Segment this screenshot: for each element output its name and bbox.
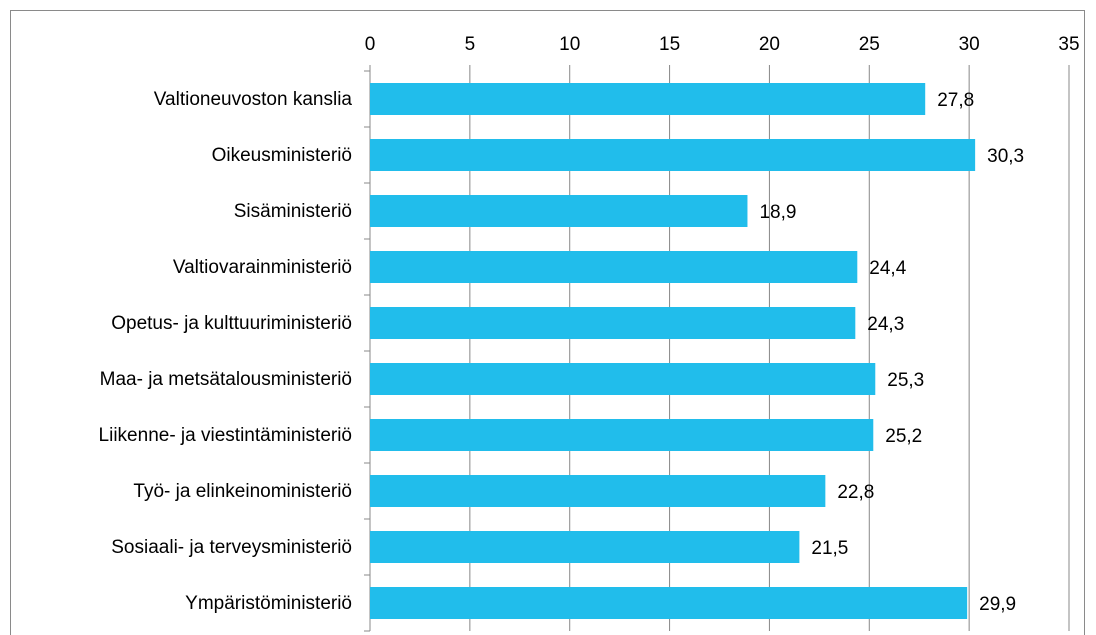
value-label: 29,9 — [979, 594, 1016, 615]
y-tick-label: Maa- ja metsätalousministeriö — [100, 369, 352, 390]
value-label: 24,4 — [869, 258, 906, 279]
x-tick-label: 10 — [559, 34, 580, 55]
x-tick-label: 15 — [659, 34, 680, 55]
y-tick-label: Liikenne- ja viestintäministeriö — [99, 425, 352, 446]
bar — [370, 531, 800, 563]
value-label: 27,8 — [937, 90, 974, 111]
bar — [370, 251, 858, 283]
value-label: 30,3 — [987, 146, 1024, 167]
y-tick-label: Valtiovarainministeriö — [173, 257, 352, 278]
bar — [370, 363, 876, 395]
y-tick-label: Valtioneuvoston kanslia — [154, 89, 353, 110]
y-tick-label: Sisäministeriö — [234, 201, 352, 222]
x-tick-label: 25 — [859, 34, 880, 55]
x-tick-label: 5 — [465, 34, 476, 55]
value-label: 21,5 — [811, 538, 848, 559]
value-label: 18,9 — [759, 202, 796, 223]
bar — [370, 83, 926, 115]
bar — [370, 307, 856, 339]
y-tick-label: Sosiaali- ja terveysministeriö — [111, 537, 352, 558]
value-label: 25,3 — [887, 370, 924, 391]
y-tick-label: Oikeusministeriö — [212, 145, 352, 166]
bar — [370, 139, 976, 171]
x-tick-label: 0 — [365, 34, 376, 55]
x-tick-label: 20 — [759, 34, 780, 55]
bar — [370, 475, 826, 507]
value-label: 24,3 — [867, 314, 904, 335]
bar — [370, 419, 874, 451]
value-label: 22,8 — [837, 482, 874, 503]
y-tick-label: Opetus- ja kulttuuriministeriö — [111, 313, 352, 334]
x-tick-label: 30 — [959, 34, 980, 55]
value-label: 25,2 — [885, 426, 922, 447]
y-tick-label: Ympäristöministeriö — [185, 593, 352, 614]
x-tick-label: 35 — [1058, 34, 1079, 55]
bar — [370, 587, 968, 619]
bar — [370, 195, 748, 227]
y-tick-label: Työ- ja elinkeinoministeriö — [133, 481, 352, 502]
